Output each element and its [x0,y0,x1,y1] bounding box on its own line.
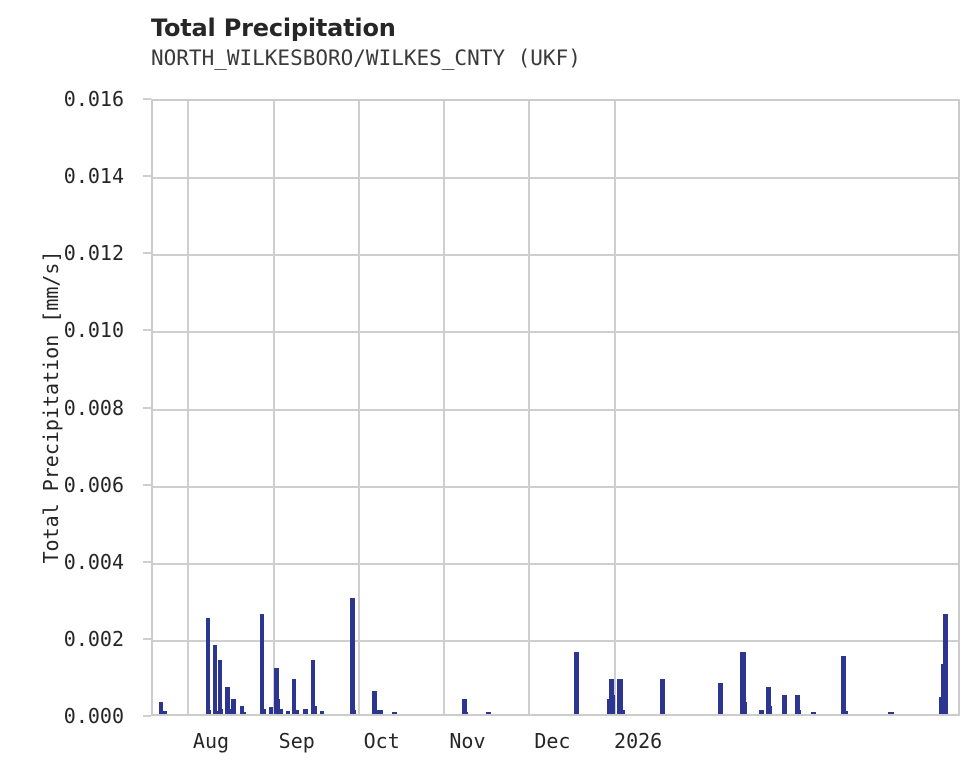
bar [274,667,279,714]
bar [311,660,315,714]
x-tick-label: Nov [449,729,486,753]
y-tick-label: 0.010 [63,318,124,343]
bar [943,613,948,714]
bar [375,710,383,714]
gridline-horizontal [153,177,958,180]
bar [320,710,324,714]
bar [294,710,299,714]
chart-subtitle: NORTH_WILKESBORO/WILKES_CNTY (UKF) [151,46,581,70]
bar [574,652,579,714]
chart-title: Total Precipitation [151,14,396,42]
bar [350,598,355,714]
bar [811,711,816,714]
bar [797,710,801,714]
x-tick-label: Oct [363,729,400,753]
bar [275,698,280,714]
y-tick-label: 0.012 [63,241,124,266]
bar [841,656,846,714]
bar [206,617,210,714]
gridline-horizontal [153,331,958,334]
gridline-vertical [187,101,189,714]
bar [740,652,746,714]
gridline-vertical [614,101,616,714]
gridline-horizontal [153,562,958,565]
bar [160,710,167,714]
bar [768,706,772,714]
y-tick-label: 0.008 [63,395,124,420]
bar [242,711,246,714]
x-tick-label: Sep [278,729,315,753]
y-tick-mark [143,560,151,563]
y-tick-label: 0.004 [63,549,124,574]
bar [227,709,231,714]
y-axis-tick-labels: 0.016 0.014 0.012 0.010 0.008 0.006 0.004 0.002… [0,0,151,780]
bar [213,644,217,714]
y-tick-label: 0.000 [63,704,124,728]
bar [660,679,665,714]
bar [888,712,894,714]
bar [218,660,222,714]
bar [392,711,397,714]
title-block: Total Precipitation NORTH_WILKESBORO/WIL… [151,14,971,71]
bar [277,709,283,714]
bar [617,679,623,714]
gridline-horizontal [153,639,958,642]
bar [795,694,800,714]
bar [303,709,308,714]
bar [352,710,356,714]
bar [159,702,163,714]
bar [743,702,747,714]
bar [232,710,236,714]
bar [240,706,244,714]
bar [260,613,264,714]
y-tick-mark [143,98,151,100]
gridline-horizontal [153,254,958,257]
y-tick-mark [143,637,151,640]
bar [215,710,219,714]
y-tick-label: 0.002 [63,626,124,651]
y-tick-mark [143,329,151,332]
y-tick-mark [143,715,151,717]
bar [372,690,377,714]
bar [269,707,273,714]
y-tick-label: 0.006 [63,472,124,497]
bar [207,710,211,714]
x-tick-label: 2026 [614,729,663,753]
bar [225,687,230,714]
bar [766,687,771,714]
plot-area [151,99,960,716]
bar [261,709,266,714]
gridline-horizontal [153,485,958,488]
bar [219,709,223,714]
gridline-vertical [528,101,530,714]
bar [621,710,625,714]
bar [719,710,723,714]
bar [611,694,615,714]
bar [312,706,317,714]
bar [718,683,723,714]
bar [782,694,787,714]
x-tick-label: Dec [534,729,571,753]
bar [462,698,467,714]
gridline-horizontal [153,408,958,411]
y-tick-label: 0.014 [63,164,124,189]
x-tick-label: Aug [192,729,230,753]
bar [464,711,468,714]
y-tick-mark [143,252,151,255]
bar [844,710,848,714]
y-tick-mark [143,175,151,178]
bar [486,712,491,714]
y-tick-mark [143,406,151,409]
bar [286,710,290,714]
gridline-vertical [443,101,445,714]
y-tick-mark [143,483,151,486]
gridline-vertical [273,101,275,714]
bar [759,710,764,714]
bar [231,698,236,714]
bar [292,679,296,714]
gridline-vertical [358,101,360,714]
y-tick-label: 0.016 [63,87,124,111]
